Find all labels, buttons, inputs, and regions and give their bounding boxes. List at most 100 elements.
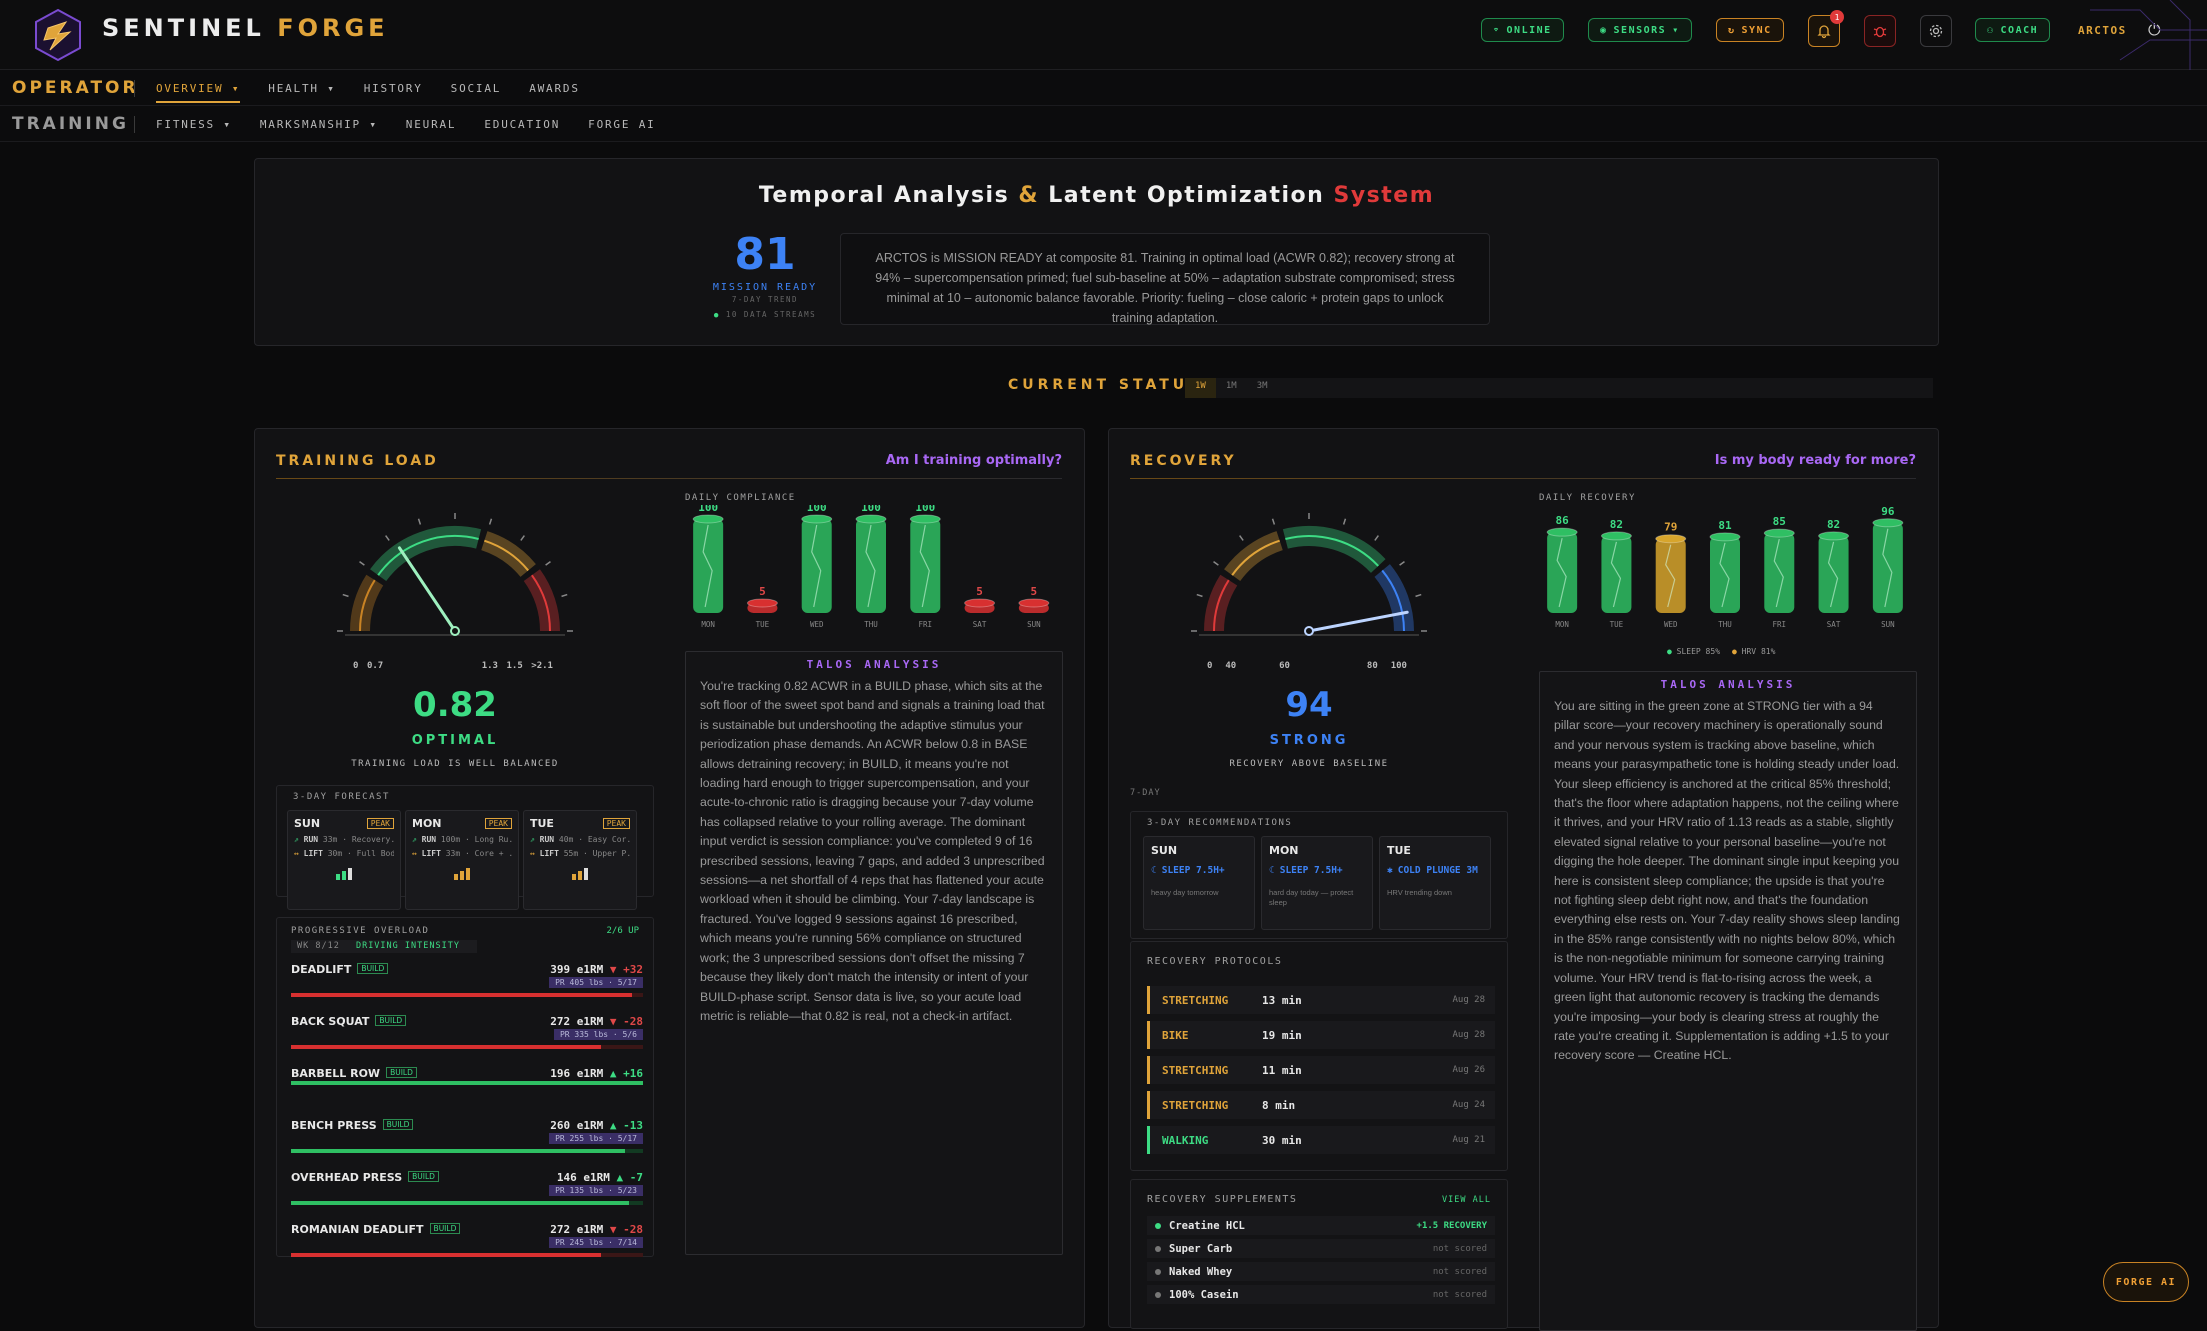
supplement-row[interactable]: 100% Casein not scored: [1147, 1285, 1495, 1304]
intensity-bar: [348, 868, 352, 880]
gauge-tick-mark: [1271, 518, 1276, 525]
daily-recovery-chart: 86 MON 82 TUE 79 WED 81 THU 85 FRI 82 SAT 96 SUN: [1546, 505, 1904, 629]
lift-name: BENCH PRESS BUILD: [291, 1119, 414, 1132]
forecast-card[interactable]: SUN PEAK ⇗ RUN 33m · Recovery... ↔ LIFT 30m…: [287, 810, 401, 910]
lift-row[interactable]: ROMANIAN DEADLIFT BUILD 272 e1RM ▼ -28 PR 2…: [291, 1223, 643, 1275]
intensity-icon: [294, 866, 394, 880]
lift-progress-bar: [291, 1201, 643, 1205]
notifications-button[interactable]: 1: [1808, 10, 1844, 47]
bar-value-label: 100: [698, 505, 718, 514]
tab-awards[interactable]: AWARDS: [529, 82, 580, 95]
tube-bar: [1709, 532, 1741, 613]
protocols-label: RECOVERY PROTOCOLS: [1147, 956, 1283, 967]
tab-education[interactable]: EDUCATION: [484, 118, 561, 131]
sensors-dropdown[interactable]: ◉ SENSORS ▾: [1588, 18, 1692, 42]
gauge-hub: [450, 626, 460, 636]
tube-glow: [1665, 544, 1676, 608]
training-nav: TRAINING FITNESS ▾ MARKSMANSHIP ▾ NEURAL…: [0, 106, 2207, 142]
bar-day-label: WED: [810, 620, 824, 629]
gauge-tick: >2.1: [531, 661, 553, 671]
tab-fitness[interactable]: FITNESS ▾: [156, 118, 232, 131]
gauge-zone: [1224, 531, 1284, 582]
coach-button[interactable]: ⚇ COACH: [1975, 18, 2051, 42]
lift-phase-badge: BUILD: [382, 1119, 414, 1130]
protocol-row[interactable]: STRETCHING 13 min Aug 28: [1147, 986, 1495, 1014]
sync-button[interactable]: ↻ SYNC: [1716, 18, 1784, 42]
lift-value: 146 e1RM ▲ -7: [556, 1171, 643, 1184]
gauge-tick-mark: [417, 518, 422, 525]
view-all-link[interactable]: VIEW ALL: [1442, 1195, 1491, 1205]
brand-logo-icon[interactable]: [28, 6, 88, 64]
recommendation-card[interactable]: SUN ☾ SLEEP 7.5H+ heavy day tomorrow: [1143, 836, 1255, 930]
seven-day-label: 7-DAY: [1130, 788, 1161, 798]
settings-button[interactable]: [1920, 15, 1952, 47]
recommendation-card[interactable]: MON ☾ SLEEP 7.5H+ hard day today — protect …: [1261, 836, 1373, 930]
data-streams-label: ● 10 DATA STREAMS: [705, 310, 825, 319]
forecast-card[interactable]: MON PEAK ⇗ RUN 100m · Long Ru... ↔ LIFT 33m…: [405, 810, 519, 910]
gauge-tick: 100: [1390, 661, 1407, 671]
tube-fill: [1872, 522, 1903, 613]
lift-row[interactable]: OVERHEAD PRESS BUILD 146 e1RM ▲ -7 PR 135 l…: [291, 1171, 643, 1223]
lift-progress-fill: [291, 993, 633, 997]
protocol-name: WALKING: [1162, 1133, 1209, 1147]
supplement-row[interactable]: Naked Whey not scored: [1147, 1262, 1495, 1281]
gauge-tick-mark: [342, 593, 349, 598]
lift-row[interactable]: BACK SQUAT BUILD 272 e1RM ▼ -28 PR 335 lbs …: [291, 1015, 643, 1067]
intensity-icon: [530, 866, 630, 880]
supplement-row[interactable]: Super Carb not scored: [1147, 1239, 1495, 1258]
forecast-run: ⇗ RUN 40m · Easy Cor...: [530, 835, 630, 844]
forge-ai-button[interactable]: FORGE AI: [2103, 1262, 2189, 1302]
online-status-button[interactable]: ⌔ ONLINE: [1481, 18, 1564, 42]
tab-1m[interactable]: 1M: [1225, 381, 1237, 391]
po-phase: DRIVING INTENSITY: [355, 941, 460, 951]
tube-fill: [1764, 533, 1795, 613]
protocol-row[interactable]: WALKING 30 min Aug 21: [1147, 1126, 1495, 1154]
hero-title-amp: &: [1018, 183, 1040, 208]
chevron-down-icon: ▾: [231, 82, 241, 95]
power-icon[interactable]: ⏻: [2148, 20, 2161, 39]
gauge-tick-mark: [1342, 518, 1347, 525]
recommendation-card[interactable]: TUE ✱ COLD PLUNGE 3M HRV trending down: [1379, 836, 1491, 930]
protocol-row[interactable]: STRETCHING 8 min Aug 24: [1147, 1091, 1495, 1119]
lift-row[interactable]: BENCH PRESS BUILD 260 e1RM ▲ -13 PR 255 lbs…: [291, 1119, 643, 1171]
protocol-row[interactable]: STRETCHING 11 min Aug 26: [1147, 1056, 1495, 1084]
tab-fitness-label: FITNESS: [156, 118, 215, 131]
bar-day-label: SUN: [1027, 620, 1041, 629]
tab-overview[interactable]: OVERVIEW ▾: [156, 82, 241, 103]
tab-history[interactable]: HISTORY: [363, 82, 423, 95]
recommendation-day: TUE: [1387, 844, 1411, 857]
intensity-bar: [572, 874, 576, 880]
gauge-tick: 1.3: [481, 661, 498, 671]
gauge-tick-mark: [1239, 535, 1244, 541]
talos-title: TALOS ANALYSIS: [806, 658, 942, 671]
forecast-card[interactable]: TUE PEAK ⇗ RUN 40m · Easy Cor... ↔ LIFT 55m…: [523, 810, 637, 910]
tab-1w[interactable]: 1W: [1185, 378, 1216, 398]
tab-forge-ai[interactable]: FORGE AI: [588, 118, 656, 131]
legend-sleep: ● SLEEP 85%: [1667, 647, 1720, 656]
bar-value-label: 5: [759, 585, 766, 598]
tab-marksmanship[interactable]: MARKSMANSHIP ▾: [260, 118, 378, 131]
alert-button[interactable]: [1864, 15, 1896, 47]
protocol-row[interactable]: BIKE 19 min Aug 28: [1147, 1021, 1495, 1049]
wifi-icon: ⌔: [1493, 24, 1501, 36]
lift-row[interactable]: BARBELL ROW BUILD 196 e1RM ▲ +16: [291, 1067, 643, 1119]
bar-day-label: SAT: [1827, 620, 1841, 629]
tube-cap: [964, 598, 996, 608]
operator-label: OPERATOR: [12, 78, 139, 98]
bar-day-label: WED: [1664, 620, 1678, 629]
tab-neural[interactable]: NEURAL: [405, 118, 457, 131]
protocol-date: Aug 21: [1452, 1135, 1485, 1145]
supplement-row[interactable]: Creatine HCL +1.5 RECOVERY: [1147, 1216, 1495, 1235]
bar-value-label: 100: [915, 505, 935, 514]
po-count: 2/6 UP: [606, 926, 639, 936]
training-question: Am I training optimally?: [885, 453, 1062, 468]
tab-social[interactable]: SOCIAL: [450, 82, 502, 95]
lift-progress-fill: [291, 1201, 629, 1205]
lift-row[interactable]: DEADLIFT BUILD 399 e1RM ▼ +32 PR 405 lbs · …: [291, 963, 643, 1015]
tab-3m[interactable]: 3M: [1256, 381, 1268, 391]
chevron-down-icon: ▾: [369, 118, 378, 131]
user-name[interactable]: ARCTOS: [2078, 24, 2127, 37]
lift-progress-bar: [291, 1149, 643, 1153]
tube-fill: [801, 519, 832, 613]
tab-health[interactable]: HEALTH ▾: [268, 82, 335, 103]
